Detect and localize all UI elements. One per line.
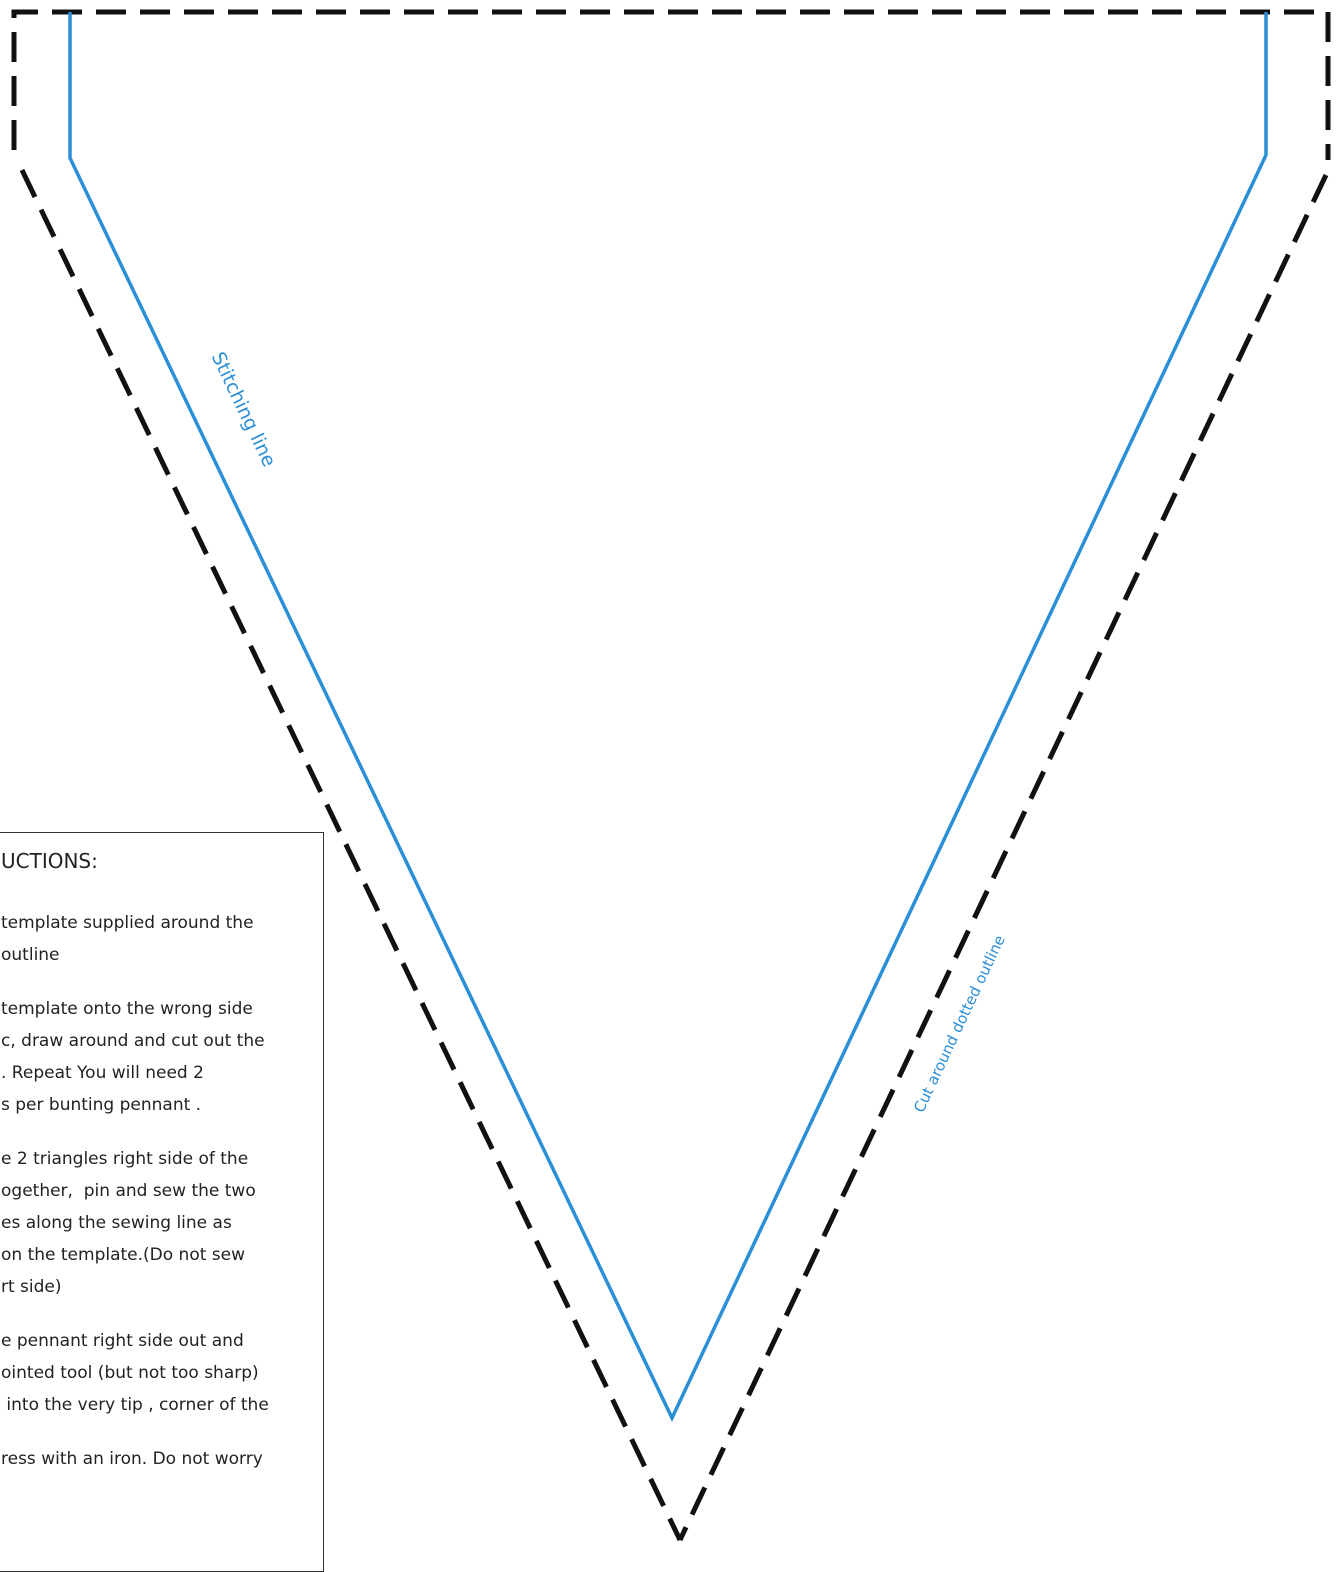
instruction-line: es along the sewing line as [1,1213,232,1233]
stitch-label: Stitching line [207,349,280,471]
instructions-box: UCTIONS: template supplied around the outl… [0,832,324,1572]
instruction-line: ogether, pin and sew the two [1,1181,256,1201]
cut-top [11,9,1331,160]
instruction-line: template supplied around the [1,913,254,933]
instruction-line: rt side) [1,1277,62,1297]
instruction-line: outline [1,945,60,965]
instruction-line: s per bunting pennant . [1,1095,202,1115]
instructions-heading: UCTIONS: [1,849,98,873]
cut-right [677,173,1329,1542]
instruction-line: ointed tool (but not too sharp) [1,1363,259,1383]
instruction-line: into the very tip , corner of the [1,1395,269,1415]
instruction-line: ress with an iron. Do not worry [1,1449,263,1469]
stitch-line [68,12,1268,1423]
instruction-line: on the template.(Do not sew [1,1245,246,1265]
cut-left [19,168,683,1542]
stitch-outline [68,12,1268,1423]
instruction-line: e pennant right side out and [1,1331,244,1351]
instruction-line: c, draw around and cut out the [1,1031,265,1051]
instruction-line: e 2 triangles right side of the [1,1149,249,1169]
instruction-line: . Repeat You will need 2 [1,1063,204,1083]
instruction-line: template onto the wrong side [1,999,253,1019]
cut-outline [11,9,1331,1542]
